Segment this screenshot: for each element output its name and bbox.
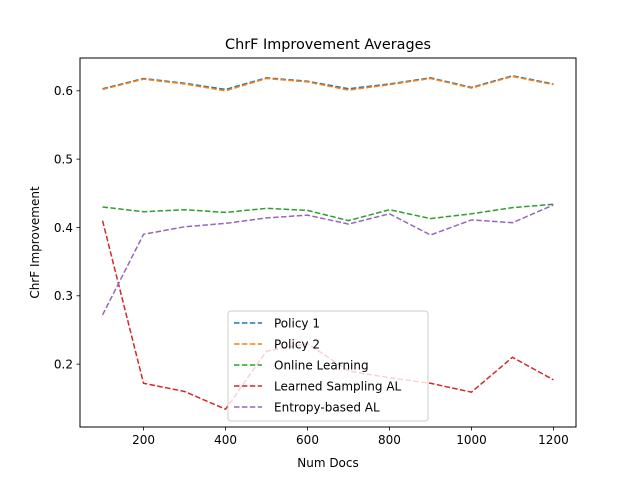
x-axis-ticks: 200 400 600 800 1000 1200 bbox=[132, 427, 569, 447]
legend-label-3: Learned Sampling AL bbox=[274, 379, 402, 393]
y-tick-label: 0.2 bbox=[54, 357, 73, 371]
x-tick-label: 1000 bbox=[456, 433, 487, 447]
y-tick-label: 0.4 bbox=[54, 221, 73, 235]
x-tick-label: 200 bbox=[132, 433, 155, 447]
x-tick-label: 600 bbox=[296, 433, 319, 447]
y-tick-label: 0.3 bbox=[54, 289, 73, 303]
y-tick-label: 0.5 bbox=[54, 152, 73, 166]
legend-label-0: Policy 1 bbox=[274, 316, 320, 330]
x-tick-label: 400 bbox=[214, 433, 237, 447]
x-tick-label: 1200 bbox=[538, 433, 569, 447]
y-axis-ticks: 0.2 0.3 0.4 0.5 0.6 bbox=[54, 84, 80, 371]
y-axis-label: ChrF Improvement bbox=[28, 186, 42, 299]
legend-box bbox=[227, 310, 429, 422]
series-line-2 bbox=[102, 203, 554, 222]
legend: Policy 1 Policy 2 Online Learning Learned S… bbox=[227, 310, 429, 422]
x-axis-label: Num Docs bbox=[297, 456, 359, 470]
legend-label-1: Policy 2 bbox=[274, 337, 320, 351]
x-tick-label: 800 bbox=[378, 433, 401, 447]
legend-label-4: Entropy-based AL bbox=[274, 400, 380, 414]
chart-title: ChrF Improvement Averages bbox=[225, 37, 431, 53]
series-line-1 bbox=[102, 75, 554, 92]
series-line-4 bbox=[101, 204, 554, 316]
plot-frame bbox=[79, 57, 577, 428]
y-tick-label: 0.6 bbox=[54, 84, 73, 98]
legend-label-2: Online Learning bbox=[274, 358, 369, 372]
